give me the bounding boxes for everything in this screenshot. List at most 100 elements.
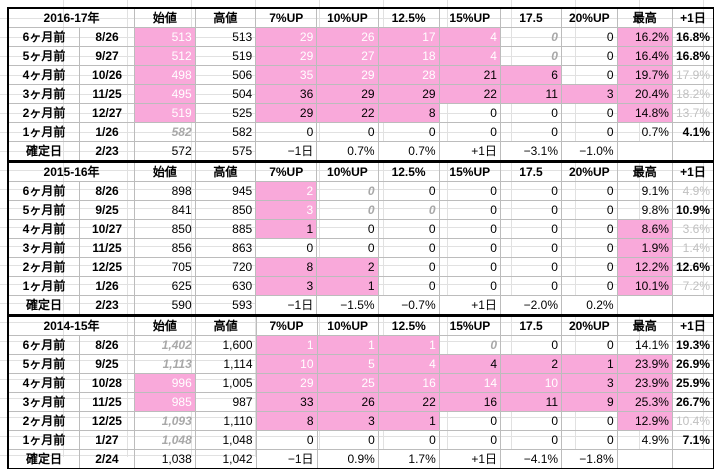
data-cell[interactable]: 0 [499,27,562,47]
data-cell[interactable]: 10 [500,373,563,393]
data-cell[interactable]: 22 [377,392,440,412]
row-label-cell[interactable]: 2ヶ月前 [8,411,80,431]
row-date-cell[interactable]: 8/26 [78,335,135,355]
data-cell[interactable]: 841 [134,200,196,220]
data-cell[interactable]: 582 [134,122,196,142]
row-label-cell[interactable]: 5ヶ月前 [8,46,80,66]
data-cell[interactable]: 0 [560,181,618,201]
data-cell[interactable]: 16.4% [616,46,673,66]
final-cell[interactable]: −1日 [255,295,318,315]
data-cell[interactable]: 1 [316,335,379,355]
data-cell[interactable]: 35 [255,65,318,85]
data-cell[interactable]: 29 [255,46,318,66]
data-cell[interactable]: 8 [255,411,318,431]
row-label-cell[interactable]: 1ヶ月前 [8,276,80,296]
data-cell[interactable]: 16.8% [671,46,714,66]
data-cell[interactable]: 0 [560,46,618,66]
row-date-cell[interactable]: 12/25 [78,257,136,277]
data-cell[interactable]: 26.7% [671,392,714,412]
row-label-cell[interactable]: 4ヶ月前 [8,219,80,239]
data-cell[interactable]: 0 [316,122,379,142]
data-cell[interactable]: 0 [438,335,502,355]
data-cell[interactable]: 33 [255,392,318,412]
row-date-cell[interactable]: 9/25 [78,354,135,374]
data-cell[interactable]: 25 [316,373,379,393]
data-cell[interactable]: 1,110 [194,411,257,431]
data-cell[interactable]: 885 [194,219,257,239]
data-cell[interactable]: 0 [316,238,379,258]
data-cell[interactable]: 14.8% [616,103,673,123]
data-cell[interactable]: 4 [438,46,501,66]
data-cell[interactable]: 506 [194,65,257,85]
empty-cell[interactable] [616,295,673,315]
data-cell[interactable]: 0 [560,103,618,123]
final-cell[interactable]: −2.0% [499,295,562,315]
data-cell[interactable]: 0 [438,238,501,258]
data-cell[interactable]: 0 [377,238,440,258]
data-cell[interactable]: 19.3% [671,335,714,355]
data-cell[interactable]: 23.9% [616,354,673,374]
row-label-cell[interactable]: 5ヶ月前 [8,200,80,220]
data-cell[interactable]: 850 [194,200,257,220]
data-cell[interactable]: 863 [194,238,257,258]
data-cell[interactable]: 2 [500,354,563,374]
row-date-cell[interactable]: 12/27 [78,103,136,123]
data-cell[interactable]: 0 [560,122,618,142]
data-cell[interactable]: 10.1% [616,276,673,296]
data-cell[interactable]: 12.9% [616,411,673,431]
data-cell[interactable]: 7.2% [671,276,714,296]
data-cell[interactable]: 8 [377,103,440,123]
final-date-cell[interactable]: 2/23 [78,141,136,161]
data-cell[interactable]: 7.1% [671,430,714,450]
row-label-cell[interactable]: 3ヶ月前 [8,238,80,258]
data-cell[interactable]: 8 [255,257,318,277]
row-date-cell[interactable]: 9/27 [78,46,136,66]
data-cell[interactable]: 19.7% [616,65,673,85]
data-cell[interactable]: 17.9% [671,65,714,85]
data-cell[interactable]: 0 [560,65,618,85]
final-cell[interactable]: 590 [134,295,196,315]
data-cell[interactable]: 2 [316,257,379,277]
data-cell[interactable]: 0 [316,181,379,201]
data-cell[interactable]: 4 [438,354,502,374]
row-label-cell[interactable]: 1ヶ月前 [8,430,80,450]
final-cell[interactable]: 1,042 [194,449,257,469]
data-cell[interactable]: 18.2% [671,84,714,104]
row-label-cell[interactable]: 3ヶ月前 [8,84,80,104]
data-cell[interactable]: 0 [377,430,440,450]
data-cell[interactable]: 0.7% [616,122,673,142]
row-label-cell[interactable]: 1ヶ月前 [8,122,80,142]
data-cell[interactable]: 625 [134,276,196,296]
data-cell[interactable]: 1,048 [194,430,257,450]
data-cell[interactable]: 495 [134,84,196,104]
data-cell[interactable]: 0 [500,430,563,450]
data-cell[interactable]: 26.9% [671,354,714,374]
final-cell[interactable]: 0.2% [560,295,618,315]
final-cell[interactable]: 1.7% [377,449,440,469]
data-cell[interactable]: 0 [377,276,440,296]
data-cell[interactable]: 20.4% [616,84,673,104]
final-date-cell[interactable]: 2/24 [78,449,135,469]
row-label-cell[interactable]: 2ヶ月前 [8,257,80,277]
data-cell[interactable]: 21 [438,65,501,85]
data-cell[interactable]: 9.1% [616,181,673,201]
data-cell[interactable]: 4 [438,27,501,47]
data-cell[interactable]: 720 [194,257,257,277]
data-cell[interactable]: 27 [316,46,379,66]
data-cell[interactable]: 582 [194,122,257,142]
data-cell[interactable]: 1.4% [671,238,714,258]
data-cell[interactable]: 0 [377,181,440,201]
data-cell[interactable]: 17 [377,27,440,47]
final-cell[interactable]: +1日 [438,449,502,469]
data-cell[interactable]: 519 [194,46,257,66]
data-cell[interactable]: 12.2% [616,257,673,277]
data-cell[interactable]: 0 [377,257,440,277]
data-cell[interactable]: 26 [316,392,379,412]
data-cell[interactable]: 4.9% [671,181,714,201]
data-cell[interactable]: 9.8% [616,200,673,220]
data-cell[interactable]: 1 [377,411,440,431]
data-cell[interactable]: 0 [560,219,618,239]
final-cell[interactable]: −1日 [255,449,318,469]
data-cell[interactable]: 0 [438,276,501,296]
empty-cell[interactable] [671,449,714,469]
